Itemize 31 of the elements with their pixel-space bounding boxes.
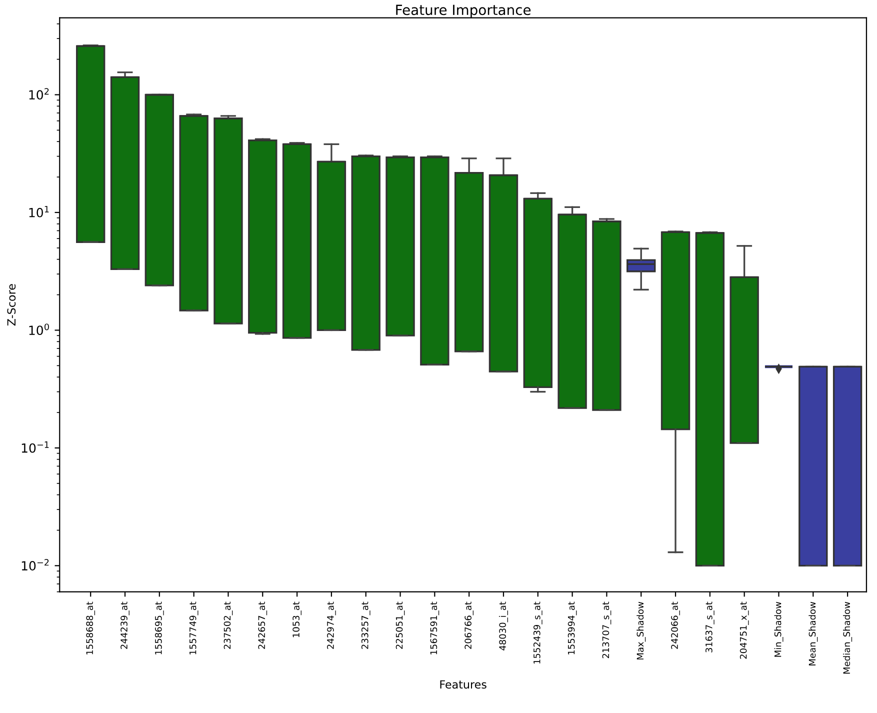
x-tick-label: Median_Shadow <box>843 602 852 674</box>
x-tick-label: Mean_Shadow <box>808 602 818 666</box>
x-tick-label: 213707_s_at <box>602 602 612 658</box>
x-tick-label: 237502_at <box>224 602 233 649</box>
x-tick-label: 1557749_at <box>189 602 198 654</box>
y-tick-label: 10$^{−2}$ <box>22 559 49 570</box>
y-axis-title: Z-Score <box>7 284 16 326</box>
x-tick-label: 48030_i_at <box>498 602 508 650</box>
x-tick-label: 1552439_s_at <box>533 602 542 664</box>
x-tick-label: 1558695_at <box>155 602 164 654</box>
y-tick-label: 10$^{−1}$ <box>22 441 49 453</box>
x-tick-label: 242657_at <box>258 602 268 649</box>
y-tick-label: 10$^{2}$ <box>29 88 49 100</box>
x-tick-label: Min_Shadow <box>774 602 784 657</box>
chart-title: Feature Importance <box>396 4 531 18</box>
x-tick-label: 1558688_at <box>86 602 96 654</box>
x-tick-label: 206766_at <box>464 602 474 649</box>
x-tick-label: 225051_at <box>396 602 405 649</box>
x-tick-label: 1567591_at <box>430 602 440 654</box>
x-axis-title: Features <box>440 680 486 689</box>
x-tick-label: 242974_at <box>327 602 336 649</box>
x-tick-label: 242066_at <box>671 602 680 649</box>
x-tick-label: Max_Shadow <box>636 602 646 660</box>
x-tick-label: 244239_at <box>120 602 130 649</box>
x-tick-label: 31637_s_at <box>706 602 714 652</box>
x-tick-label: 1553994_at <box>568 602 577 654</box>
y-tick-label: 10$^{1}$ <box>29 206 49 218</box>
x-tick-label: 1053_at <box>292 602 302 638</box>
x-tick-label: 204751_x_at <box>740 602 749 659</box>
y-tick-label: 10$^{0}$ <box>29 324 49 336</box>
x-tick-label: 233257_at <box>361 602 370 649</box>
